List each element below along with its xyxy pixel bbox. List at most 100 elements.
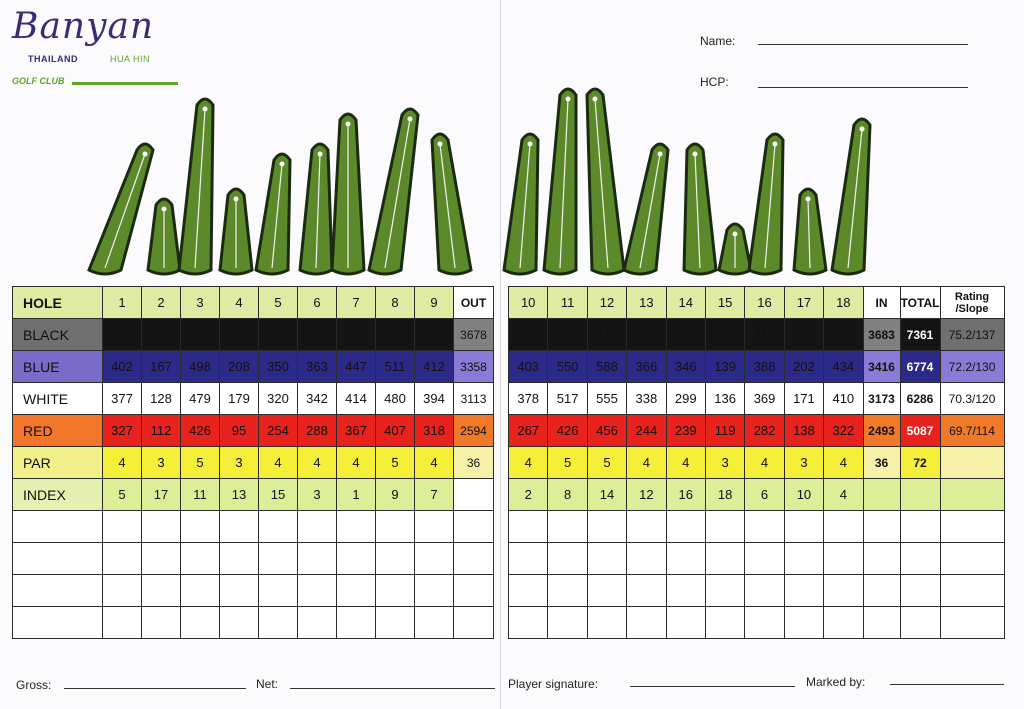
score-entry-cell[interactable] <box>180 510 220 543</box>
score-entry-cell[interactable] <box>586 606 628 639</box>
score-entry-cell[interactable] <box>507 606 549 639</box>
score-entry-cell[interactable] <box>102 542 142 575</box>
score-entry-cell[interactable] <box>375 542 415 575</box>
score-entry-cell[interactable] <box>219 542 259 575</box>
score-entry-cell[interactable] <box>899 510 941 543</box>
score-entry-cell[interactable] <box>744 542 785 575</box>
score-entry-cell[interactable] <box>586 574 628 607</box>
score-entry-cell[interactable] <box>547 606 588 639</box>
score-entry-cell[interactable] <box>180 574 220 607</box>
signature-field[interactable] <box>630 686 795 687</box>
score-entry-cell[interactable] <box>862 574 901 607</box>
score-entry-cell[interactable] <box>862 606 901 639</box>
score-entry-cell[interactable] <box>336 574 376 607</box>
score-entry-cell[interactable] <box>704 606 746 639</box>
score-entry-cell[interactable] <box>180 606 220 639</box>
score-entry-cell[interactable] <box>547 574 588 607</box>
hcp-field[interactable] <box>758 87 968 88</box>
score-entry-cell[interactable] <box>626 574 667 607</box>
score-entry-cell[interactable] <box>336 606 376 639</box>
score-entry-cell[interactable] <box>180 542 220 575</box>
score-entry-cell[interactable] <box>665 574 706 607</box>
score-entry-cell[interactable] <box>219 606 259 639</box>
score-entry-cell[interactable] <box>823 542 864 575</box>
gross-field[interactable] <box>64 688 246 689</box>
score-entry-cell[interactable] <box>414 606 454 639</box>
score-entry-cell[interactable] <box>704 542 746 575</box>
score-entry-cell[interactable] <box>336 510 376 543</box>
score-entry-cell[interactable] <box>141 510 181 543</box>
score-entry-cell[interactable] <box>783 542 825 575</box>
score-entry-cell[interactable] <box>823 510 864 543</box>
score-entry-cell[interactable] <box>258 574 298 607</box>
score-entry-cell[interactable] <box>744 606 785 639</box>
score-entry-cell[interactable] <box>258 606 298 639</box>
score-entry-cell[interactable] <box>586 542 628 575</box>
score-value: 147 <box>704 318 746 351</box>
player-name-cell[interactable] <box>12 606 103 639</box>
score-entry-cell[interactable] <box>453 574 494 607</box>
score-entry-cell[interactable] <box>414 542 454 575</box>
score-entry-cell[interactable] <box>744 574 785 607</box>
score-entry-cell[interactable] <box>823 606 864 639</box>
score-entry-cell[interactable] <box>507 510 549 543</box>
score-entry-cell[interactable] <box>744 510 785 543</box>
score-entry-cell[interactable] <box>297 510 337 543</box>
score-entry-cell[interactable] <box>258 510 298 543</box>
score-entry-cell[interactable] <box>336 542 376 575</box>
marked-by-field[interactable] <box>890 684 1004 685</box>
score-entry-cell[interactable] <box>219 574 259 607</box>
score-entry-cell[interactable] <box>862 542 901 575</box>
score-entry-cell[interactable] <box>704 574 746 607</box>
score-entry-cell[interactable] <box>375 574 415 607</box>
score-entry-cell[interactable] <box>626 510 667 543</box>
score-value: 8 <box>547 478 588 511</box>
name-field[interactable] <box>758 44 968 45</box>
score-entry-cell[interactable] <box>219 510 259 543</box>
score-entry-cell[interactable] <box>704 510 746 543</box>
score-entry-cell[interactable] <box>297 606 337 639</box>
score-entry-cell[interactable] <box>297 574 337 607</box>
score-entry-cell[interactable] <box>626 606 667 639</box>
score-entry-cell[interactable] <box>783 510 825 543</box>
score-entry-cell[interactable] <box>375 606 415 639</box>
score-entry-cell[interactable] <box>453 542 494 575</box>
score-entry-cell[interactable] <box>141 574 181 607</box>
score-entry-cell[interactable] <box>507 574 549 607</box>
score-entry-cell[interactable] <box>783 574 825 607</box>
score-entry-cell[interactable] <box>823 574 864 607</box>
score-entry-cell[interactable] <box>141 606 181 639</box>
score-entry-cell[interactable] <box>547 542 588 575</box>
score-entry-cell[interactable] <box>102 606 142 639</box>
score-entry-cell[interactable] <box>665 542 706 575</box>
score-entry-cell[interactable] <box>783 606 825 639</box>
score-entry-cell[interactable] <box>899 574 941 607</box>
player-name-cell[interactable] <box>12 574 103 607</box>
score-entry-cell[interactable] <box>102 574 142 607</box>
score-entry-cell[interactable] <box>586 510 628 543</box>
score-entry-cell[interactable] <box>899 542 941 575</box>
score-entry-cell[interactable] <box>665 510 706 543</box>
score-entry-cell[interactable] <box>102 510 142 543</box>
score-entry-cell[interactable] <box>626 542 667 575</box>
score-entry-cell[interactable] <box>375 510 415 543</box>
net-field[interactable] <box>290 688 495 689</box>
player-name-cell[interactable] <box>12 510 103 543</box>
score-entry-cell[interactable] <box>507 542 549 575</box>
score-entry-cell[interactable] <box>414 510 454 543</box>
score-entry-cell[interactable] <box>258 542 298 575</box>
score-entry-cell[interactable] <box>453 606 494 639</box>
score-entry-cell[interactable] <box>297 542 337 575</box>
score-entry-cell[interactable] <box>453 510 494 543</box>
score-entry-cell[interactable] <box>939 574 1005 607</box>
score-entry-cell[interactable] <box>939 542 1005 575</box>
score-entry-cell[interactable] <box>862 510 901 543</box>
score-entry-cell[interactable] <box>414 574 454 607</box>
score-entry-cell[interactable] <box>665 606 706 639</box>
score-entry-cell[interactable] <box>899 606 941 639</box>
score-entry-cell[interactable] <box>547 510 588 543</box>
player-name-cell[interactable] <box>12 542 103 575</box>
score-entry-cell[interactable] <box>141 542 181 575</box>
score-entry-cell[interactable] <box>939 606 1005 639</box>
score-entry-cell[interactable] <box>939 510 1005 543</box>
